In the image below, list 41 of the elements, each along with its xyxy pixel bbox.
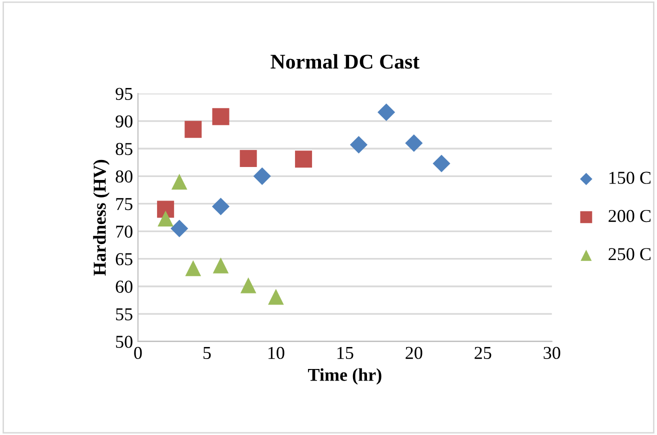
y-tick-label: 70 [116,226,132,238]
x-tick-label: 30 [544,346,560,360]
legend-label: 150 C [609,172,650,184]
x-tick-label: 5 [203,347,211,360]
point [350,136,368,154]
point [170,220,188,238]
x-tick-label: 10 [268,346,284,360]
y-tick-label: 55 [116,308,132,320]
point [184,120,202,138]
y-axis-title: Hardness (HV) [93,160,110,276]
point [405,134,423,152]
point [212,198,230,216]
point [378,103,396,122]
y-tick-label: 65 [116,253,132,266]
x-tick-label: 20 [406,346,422,360]
y-tick-label: 85 [116,142,132,156]
x-axis-title: Time (hr) [308,368,382,385]
point [171,174,188,190]
y-tick-label: 90 [116,115,132,128]
x-tick-label: 0 [134,346,142,360]
legend-label: 200 C [608,210,650,222]
point [158,210,174,227]
y-tick-label: 95 [116,88,132,100]
y-tick-label: 50 [116,336,132,348]
y-tick-label: 60 [116,280,132,293]
x-tick-label: 25 [474,346,492,360]
point [295,150,312,168]
point [185,260,202,276]
legend-label: 250 C [608,248,650,260]
point [212,108,230,126]
point [212,258,229,274]
point [432,154,450,172]
point [157,200,174,218]
point [268,288,284,305]
y-tick-label: 80 [116,170,132,183]
x-tick-label: 15 [337,346,354,360]
y-tick-label: 75 [116,198,132,210]
point [253,167,271,185]
chart-title: Normal DC Cast [270,54,420,69]
point [240,277,256,294]
point [240,150,257,168]
